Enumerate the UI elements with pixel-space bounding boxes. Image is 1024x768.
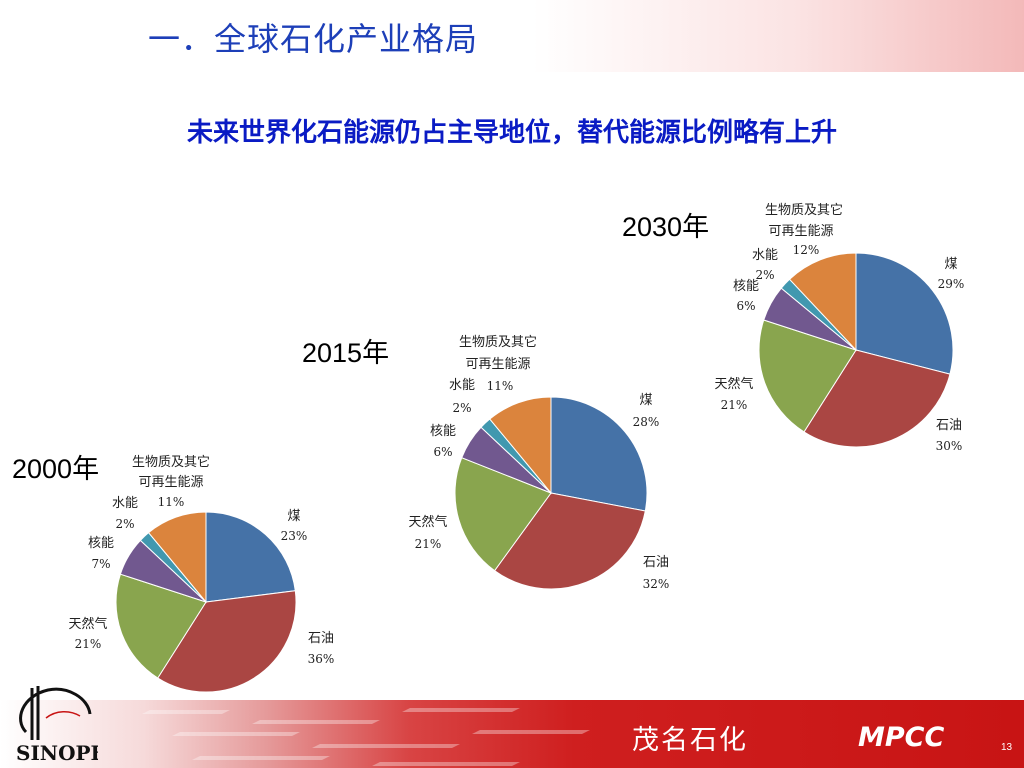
label-2030-oil-value: 30% <box>936 439 963 453</box>
label-2015-coal-name: 煤 <box>639 393 652 408</box>
label-2030-coal-name: 煤 <box>944 257 957 272</box>
slide-headline: 未来世界化石能源仍占主导地位，替代能源比例略有上升 <box>186 118 837 148</box>
label-2030-coal-value: 29% <box>938 277 965 291</box>
label-2015-hydro-value: 2% <box>452 401 471 415</box>
label-2015-nuclear-name: 核能 <box>430 424 456 439</box>
label-2000-hydro-name: 水能 <box>112 496 138 511</box>
label-2015-bio-value: 11% <box>487 379 514 393</box>
year-label-2030: 2030年 <box>622 212 709 242</box>
label-2000-oil-name: 石油 <box>308 631 334 646</box>
pie-slice-2015-bio <box>489 396 552 495</box>
label-2015-bio-name-1: 生物质及其它 <box>459 334 537 350</box>
pie-2015 <box>454 396 648 590</box>
footer-band: 茂名石化 MPCC 13 <box>0 700 1024 768</box>
label-2000-oil-value: 36% <box>308 652 335 666</box>
label-2030-bio-name-1: 生物质及其它 <box>765 202 843 218</box>
pie-slice-2015-coal <box>550 396 648 512</box>
page-number: 13 <box>1001 742 1013 753</box>
label-2030-gas-value: 21% <box>721 398 748 412</box>
year-label-2000: 2000年 <box>12 454 99 484</box>
pie-slice-2000-bio <box>147 511 207 604</box>
label-2030-nuclear-name: 核能 <box>733 279 759 294</box>
label-2000-bio-name-1: 生物质及其它 <box>132 454 210 470</box>
pie-slice-2030-bio <box>788 252 857 352</box>
label-2030-hydro-value: 2% <box>755 268 774 282</box>
slide-title: 一．全球石化产业格局 <box>148 20 479 58</box>
label-2015-gas-value: 21% <box>415 537 442 551</box>
pie-2000 <box>115 511 297 693</box>
label-2000-coal-name: 煤 <box>287 509 300 524</box>
pie-slice-2000-coal <box>205 511 296 603</box>
label-2030-bio-name-2: 可再生能源 <box>768 224 833 239</box>
label-2030-bio-value: 12% <box>793 243 820 257</box>
label-2015-coal-value: 28% <box>633 415 660 429</box>
pie-slice-2030-oil <box>803 349 951 448</box>
footer-company-name: 茂名石化 <box>632 725 748 756</box>
label-2030-hydro-name: 水能 <box>752 248 778 263</box>
label-2000-gas-value: 21% <box>75 637 102 651</box>
sinopec-logo: SINOPEC <box>16 686 98 765</box>
label-2015-gas-name: 天然气 <box>408 514 447 530</box>
pie-slice-2030-coal <box>855 252 954 375</box>
footer-company-abbr: MPCC <box>858 722 945 753</box>
pie-slice-2015-oil <box>493 492 646 590</box>
header-band <box>0 0 1024 72</box>
label-2000-bio-name-2: 可再生能源 <box>138 475 203 490</box>
label-2000-hydro-value: 2% <box>115 517 134 531</box>
year-label-2015: 2015年 <box>302 338 389 368</box>
pie-slice-2000-gas <box>115 573 207 679</box>
label-2015-nuclear-value: 6% <box>433 445 452 459</box>
pie-slice-2030-gas <box>758 319 857 433</box>
label-2030-gas-name: 天然气 <box>714 376 753 392</box>
pie-slice-2000-oil <box>157 590 297 693</box>
svg-text:SINOPEC: SINOPEC <box>16 741 98 765</box>
label-2000-nuclear-value: 7% <box>91 557 110 571</box>
label-2030-nuclear-value: 6% <box>736 299 755 313</box>
pie-2030 <box>758 252 954 448</box>
label-2030-oil-name: 石油 <box>936 418 962 433</box>
label-2015-oil-name: 石油 <box>643 555 669 570</box>
label-2000-coal-value: 23% <box>281 529 308 543</box>
label-2015-oil-value: 32% <box>643 577 670 591</box>
label-2015-bio-name-2: 可再生能源 <box>465 357 530 372</box>
pie-slice-2015-gas <box>454 457 552 572</box>
footer-stripes <box>142 708 590 766</box>
label-2000-bio-value: 11% <box>158 495 185 509</box>
label-2000-nuclear-name: 核能 <box>88 536 114 551</box>
label-2000-gas-name: 天然气 <box>68 616 107 632</box>
label-2015-hydro-name: 水能 <box>449 378 475 393</box>
